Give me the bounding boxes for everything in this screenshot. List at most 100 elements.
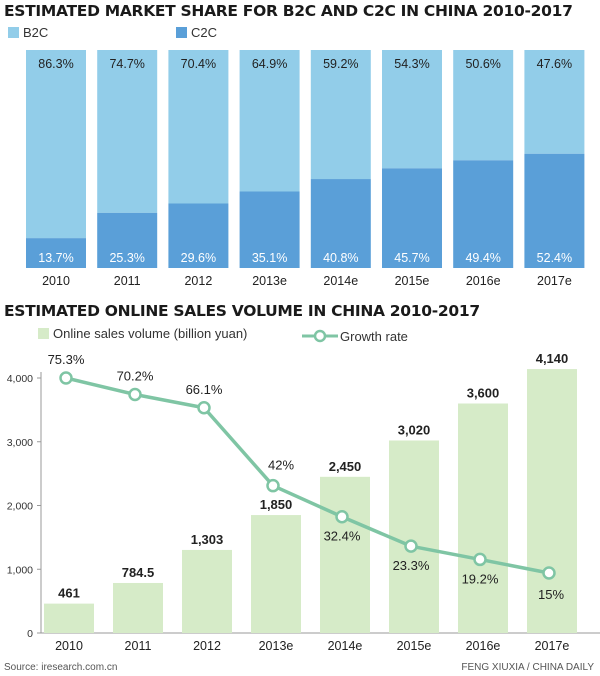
x-tick-label: 2013e (252, 274, 287, 288)
chart1-legend-c2c: C2C (176, 25, 217, 40)
x-tick-label: 2010 (55, 639, 83, 653)
volume-value-label: 4,140 (536, 351, 569, 366)
c2c-value-label: 40.8% (323, 251, 358, 265)
volume-value-label: 461 (58, 586, 80, 601)
c2c-bar-2010 (26, 238, 86, 268)
sales-volume-chart: 0 1,000 2,000 3,000 4,000 461 2010 784.5 2011 1,3… (7, 351, 600, 653)
b2c-bar-2012 (168, 50, 229, 204)
chart2-legend-volume-label: Online sales volume (billion yuan) (53, 326, 248, 341)
c2c-value-label: 13.7% (38, 251, 73, 265)
c2c-bar-2014e (310, 179, 371, 268)
growth-value-label: 32.4% (324, 529, 361, 544)
volume-bar-2010 (44, 603, 94, 633)
chart2-legend-growth-label: Growth rate (340, 329, 408, 344)
x-tick-label: 2011 (125, 639, 152, 653)
b2c-bar-2014e (310, 50, 371, 180)
volume-value-label: 3,600 (467, 386, 500, 401)
c2c-value-label: 52.4% (537, 251, 572, 265)
chart1-title: ESTIMATED MARKET SHARE FOR B2C AND C2C I… (4, 2, 573, 20)
growth-line-swatch (302, 329, 338, 343)
y-tick-label: 3,000 (7, 437, 33, 449)
c2c-value-label: 49.4% (465, 251, 500, 265)
x-tick-label: 2017e (537, 274, 572, 288)
b2c-value-label: 54.3% (394, 57, 429, 71)
volume-bar-2017e (527, 369, 577, 633)
x-tick-label: 2016e (466, 274, 501, 288)
volume-bar-2016e (458, 403, 508, 633)
growth-point (197, 401, 211, 415)
growth-point (266, 478, 280, 493)
credit-note: FENG XIUXIA / CHINA DAILY (461, 662, 594, 673)
b2c-value-label: 70.4% (181, 57, 216, 71)
growth-point (59, 371, 73, 385)
b2c-bar-2015e (382, 50, 442, 169)
growth-value-label: 75.3% (48, 352, 85, 367)
growth-value-label: 42% (268, 458, 294, 473)
b2c-value-label: 74.7% (109, 57, 144, 71)
c2c-value-label: 45.7% (394, 251, 429, 265)
growth-value-label: 66.1% (186, 382, 223, 397)
growth-value-label: 19.2% (462, 571, 499, 586)
c2c-bar-2015e (382, 168, 442, 268)
y-tick-label: 2,000 (7, 501, 33, 513)
volume-bar-2014e (320, 476, 370, 633)
x-tick-label: 2014e (323, 274, 358, 288)
growth-value-label: 70.2% (117, 368, 154, 383)
chart2-title: ESTIMATED ONLINE SALES VOLUME IN CHINA 2… (4, 302, 480, 320)
x-tick-label: 2013e (259, 639, 294, 653)
x-tick-label: 2010 (42, 274, 70, 288)
c2c-bar-2011 (97, 212, 158, 268)
growth-point (404, 539, 418, 553)
volume-value-label: 2,450 (329, 459, 362, 474)
y-tick-label: 4,000 (7, 373, 33, 385)
y-tick-label: 0 (27, 628, 33, 640)
y-tick-label: 1,000 (7, 564, 33, 576)
growth-value-label: 15% (538, 587, 564, 602)
volume-value-label: 1,303 (191, 532, 224, 547)
c2c-value-label: 25.3% (109, 251, 144, 265)
b2c-value-label: 47.6% (537, 57, 572, 71)
b2c-bar-2010 (26, 50, 86, 239)
source-note: Source: iresearch.com.cn (4, 662, 118, 673)
b2c-value-label: 59.2% (323, 57, 358, 71)
c2c-bar-2012 (168, 203, 229, 268)
c2c-bar-2013e (239, 191, 300, 268)
c2c-swatch (176, 27, 187, 38)
c2c-value-label: 35.1% (252, 251, 287, 265)
volume-bar-2011 (113, 582, 163, 633)
b2c-swatch (8, 27, 19, 38)
b2c-bar-2016e (453, 50, 514, 161)
x-tick-label: 2011 (114, 274, 141, 288)
b2c-bar-2011 (97, 50, 158, 213)
growth-value-label: 23.3% (393, 558, 430, 573)
volume-value-label: 784.5 (122, 565, 155, 580)
x-tick-label: 2012 (193, 639, 221, 653)
growth-point (335, 509, 349, 524)
chart1-legend-c2c-label: C2C (191, 25, 218, 40)
volume-value-label: 3,020 (398, 422, 431, 437)
volume-swatch (38, 328, 49, 339)
market-share-chart: 86.3% 13.7% 2010 74.7% 25.3% 2011 70.4% 29.6% 20… (26, 50, 585, 288)
c2c-value-label: 29.6% (181, 251, 216, 265)
x-tick-label: 2014e (328, 639, 363, 653)
x-tick-label: 2012 (184, 274, 212, 288)
c2c-bar-2017e (524, 153, 585, 268)
volume-bar-2012 (182, 549, 232, 633)
x-tick-label: 2017e (535, 639, 570, 653)
chart1-legend-b2c-label: B2C (23, 25, 49, 40)
b2c-bar-2017e (524, 50, 585, 154)
x-tick-label: 2016e (466, 639, 501, 653)
b2c-bar-2013e (239, 50, 300, 192)
c2c-bar-2016e (453, 160, 514, 268)
volume-bar-2015e (389, 440, 439, 633)
b2c-value-label: 50.6% (465, 57, 500, 71)
b2c-value-label: 64.9% (252, 57, 287, 71)
growth-point (128, 387, 142, 402)
growth-rate-line (65, 376, 550, 575)
x-tick-label: 2015e (397, 639, 432, 653)
growth-point (473, 552, 487, 567)
growth-point (542, 566, 556, 580)
x-tick-label: 2015e (395, 274, 430, 288)
volume-bar-2013e (251, 515, 301, 633)
chart1-legend-b2c: B2C (8, 25, 48, 40)
